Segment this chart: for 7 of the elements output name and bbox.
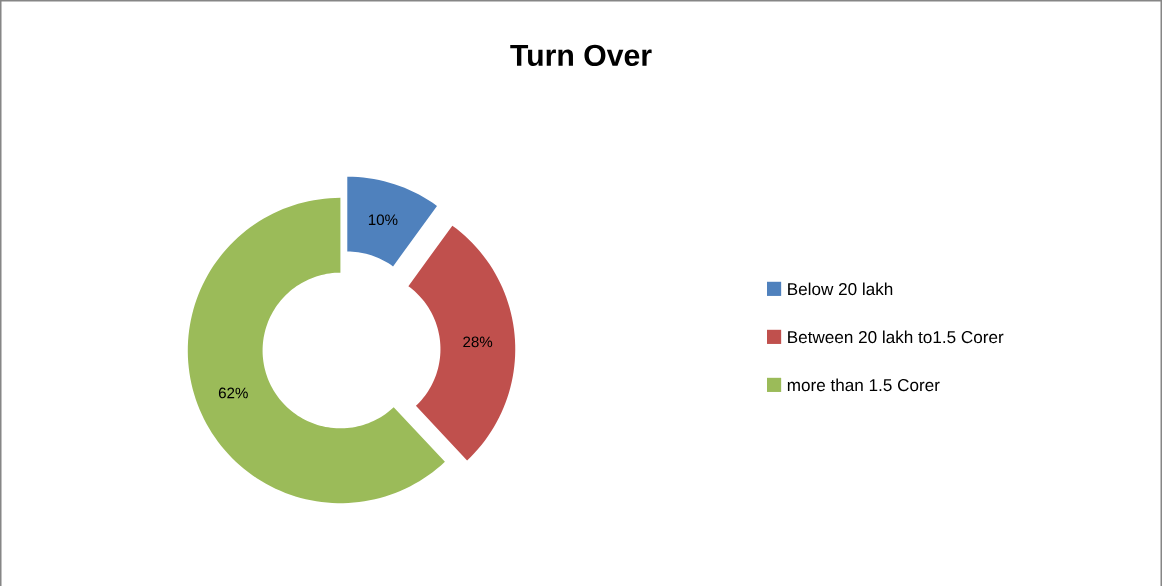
chart-title: Turn Over — [510, 44, 652, 67]
legend-label: Between 20 lakh to1.5 Corer — [788, 330, 1004, 344]
data-label: 28% — [463, 336, 493, 348]
data-label: 62% — [218, 387, 248, 399]
data-label: 10% — [368, 214, 398, 226]
legend-label: more than 1.5 Corer — [787, 378, 940, 392]
legend-label: Below 20 lakh — [788, 282, 893, 296]
